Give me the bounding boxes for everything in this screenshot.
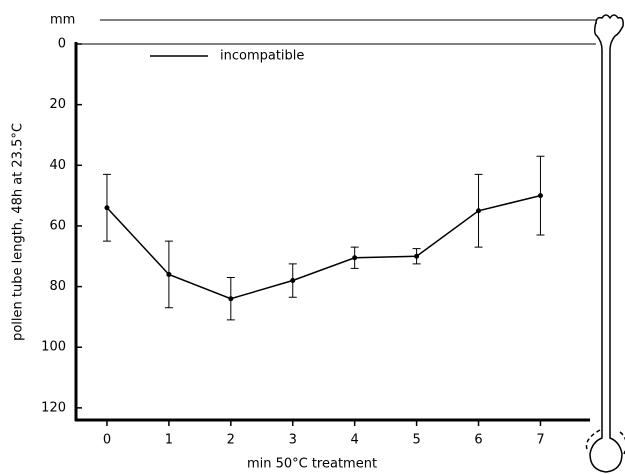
point (228, 296, 234, 302)
y-axis-label: pollen tube length, 48h at 23.5°C (11, 123, 26, 341)
point (537, 193, 543, 199)
x-tick-label: 6 (474, 433, 482, 448)
x-tick-label: 1 (165, 433, 173, 448)
x-tick-label: 3 (289, 433, 297, 448)
point (352, 255, 358, 261)
x-tick-label: 2 (227, 433, 235, 448)
point (414, 253, 420, 259)
point (104, 205, 110, 211)
y-tick-label: 60 (49, 218, 66, 233)
x-axis-label: min 50°C treatment (247, 457, 377, 472)
series-line (106, 194, 541, 300)
x-tick-label: 7 (536, 433, 544, 448)
y-tick-label: 120 (41, 400, 66, 415)
point (290, 278, 296, 284)
y-tick-label: 0 (58, 37, 66, 52)
y-tick-label: 20 (49, 97, 66, 112)
x-tick-label: 5 (412, 433, 420, 448)
legend-label: incompatible (220, 49, 304, 64)
pistil-drawing (585, 14, 625, 473)
y-tick-label: 80 (49, 279, 66, 294)
unit-label: mm (50, 13, 75, 28)
y-tick-label: 40 (49, 158, 66, 173)
point (166, 271, 172, 277)
x-tick-label: 4 (351, 433, 359, 448)
x-tick-label: 0 (103, 433, 111, 448)
y-tick-label: 100 (41, 340, 66, 355)
point (476, 208, 482, 214)
